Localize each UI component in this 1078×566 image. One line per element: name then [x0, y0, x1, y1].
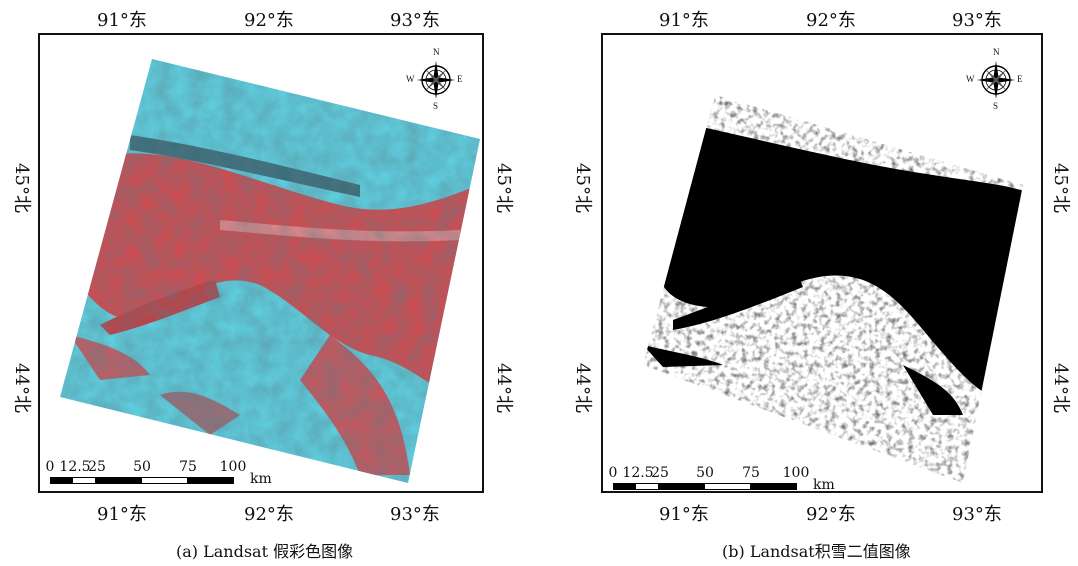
scale-num-0: 0 [608, 465, 618, 481]
top-lon-label-92: 92°东 [244, 10, 294, 31]
scale-num-12.5: 12.5 [59, 459, 91, 475]
compass-n: N [993, 47, 1000, 57]
top-lon-label-93: 93°东 [390, 10, 440, 31]
compass-e: E [457, 74, 463, 84]
top-lon-label-91: 91°东 [97, 10, 147, 31]
scale-unit: km [813, 477, 835, 493]
top-lon-label-92: 92°东 [806, 10, 856, 31]
right-lat-label-45: 45°北 [1049, 163, 1071, 213]
map-frame: N S E W 0 12.5 25 50 75 100 km [38, 33, 484, 493]
top-lon-label-93: 93°东 [952, 10, 1002, 31]
bottom-lon-label-92: 92°东 [244, 504, 294, 525]
right-lat-label-45: 45°北 [492, 163, 514, 213]
right-lat-label-44: 44°北 [1049, 363, 1071, 413]
panel-false-color: 91°东 92°东 93°东 45°北 44°北 45°北 44°北 [10, 10, 514, 561]
compass-rose: N S E W [406, 47, 464, 111]
scale-num-100: 100 [782, 465, 810, 481]
compass-rose: N S E W [966, 47, 1024, 111]
left-lat-label-45: 45°北 [571, 163, 593, 213]
bottom-lon-label-93: 93°东 [952, 504, 1002, 525]
top-lon-label-91: 91°东 [659, 10, 709, 31]
scale-unit: km [250, 471, 272, 487]
compass-e: E [1017, 74, 1023, 84]
bottom-lon-label-92: 92°东 [806, 504, 856, 525]
right-lat-label-44: 44°北 [492, 363, 514, 413]
bottom-lon-label-91: 91°东 [97, 504, 147, 525]
left-lat-label-45: 45°北 [10, 163, 32, 213]
caption-b: (b) Landsat积雪二值图像 [722, 542, 911, 561]
false-color-image [60, 59, 480, 483]
scale-num-75: 75 [742, 465, 760, 481]
bottom-lon-label-91: 91°东 [659, 504, 709, 525]
compass-n: N [433, 47, 440, 57]
compass-s: S [433, 101, 439, 111]
scale-num-0: 0 [45, 459, 55, 475]
caption-a: (a) Landsat 假彩色图像 [176, 542, 354, 561]
map-frame: N S E W 0 12.5 25 50 75 100 km [601, 33, 1043, 493]
compass-s: S [993, 101, 999, 111]
bottom-lon-label-93: 93°东 [390, 504, 440, 525]
scale-num-25: 25 [651, 465, 669, 481]
snow-binary-image [643, 95, 1023, 483]
compass-w: W [406, 74, 415, 84]
scale-bar-segments [50, 477, 234, 484]
scale-num-25: 25 [88, 459, 106, 475]
scale-bar-segments [613, 483, 797, 490]
scale-num-75: 75 [179, 459, 197, 475]
panel-snow-binary: 91°东 92°东 93°东 45°北 44°北 45°北 44°北 [539, 0, 1078, 566]
compass-w: W [966, 74, 975, 84]
left-lat-label-44: 44°北 [571, 363, 593, 413]
scale-num-100: 100 [219, 459, 247, 475]
scale-num-50: 50 [696, 465, 714, 481]
compass-icon [977, 61, 1015, 99]
compass-icon [417, 61, 455, 99]
left-lat-label-44: 44°北 [10, 363, 32, 413]
scale-num-50: 50 [133, 459, 151, 475]
scale-num-12.5: 12.5 [622, 465, 654, 481]
